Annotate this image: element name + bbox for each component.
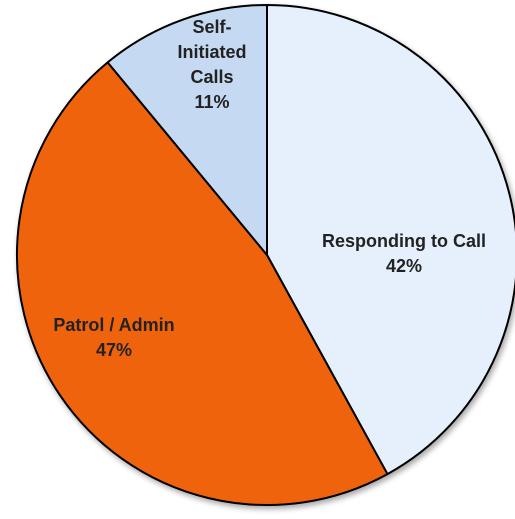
pie-slice-label-line: 11% bbox=[194, 92, 229, 112]
pie-slice-label-line: Calls bbox=[190, 67, 233, 87]
pie-slice-2 bbox=[15, 61, 389, 506]
pie-slice-3 bbox=[106, 4, 268, 256]
pie-slice-label-line: Initiated bbox=[177, 42, 246, 62]
pie-slices bbox=[15, 4, 515, 506]
pie-slice-label-line: 42% bbox=[386, 256, 422, 276]
pie-slice-label-1: Responding to Call 42% bbox=[322, 231, 486, 276]
pie-slice-label-line: Self- bbox=[192, 17, 231, 37]
pie-slice-label-2: Patrol / Admin 47% bbox=[53, 315, 174, 360]
pie-slice-1 bbox=[266, 4, 515, 476]
pie-slice-label-line: Patrol / Admin bbox=[53, 315, 174, 335]
pie-labels: Responding to Call 42% Patrol / Admin 47% Se… bbox=[53, 17, 486, 360]
pie-slice-label-line: 47% bbox=[96, 340, 132, 360]
pie-slice-label-3: Self- Initiated Calls 11% bbox=[177, 17, 246, 112]
pie-slice-label-line: Responding to Call bbox=[322, 231, 486, 251]
